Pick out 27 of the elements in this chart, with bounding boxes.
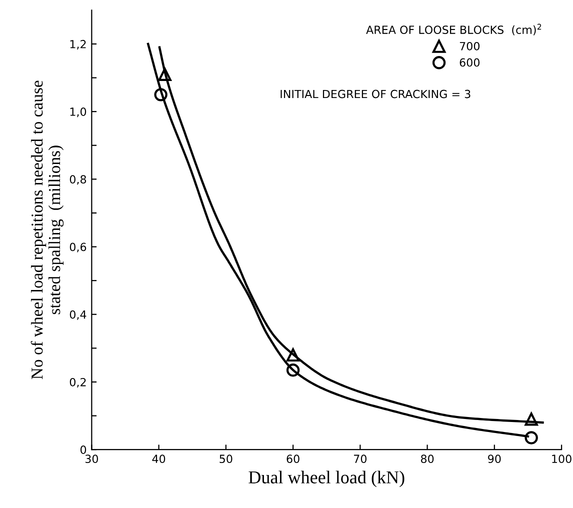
y-tick-label: 0,6 bbox=[70, 242, 86, 252]
point bbox=[524, 431, 538, 444]
point bbox=[158, 68, 172, 81]
y-axis-title: No of wheel load repetitions needed to cause stated spalling (millions) bbox=[30, 80, 64, 380]
x-tick-label: 40 bbox=[152, 454, 166, 464]
point bbox=[154, 88, 168, 102]
annotation: INITIAL DEGREE OF CRACKING = 3 bbox=[280, 90, 470, 98]
legend-title: AREA OF LOOSE BLOCKS (cm)$^{2}$ bbox=[366, 24, 542, 36]
point bbox=[286, 348, 300, 362]
x-tick-label: 80 bbox=[420, 454, 434, 464]
x-tick-label: 70 bbox=[354, 454, 367, 464]
x-tick-label: 60 bbox=[286, 454, 300, 464]
y-tick-label: 0,8 bbox=[70, 175, 86, 185]
x-tick-label: 90 bbox=[488, 454, 501, 464]
point bbox=[286, 364, 300, 377]
y-tick-label: 0,4 bbox=[70, 310, 86, 320]
point bbox=[524, 412, 538, 426]
x-tick-label: 100 bbox=[552, 454, 572, 464]
x-tick-label: 30 bbox=[85, 454, 98, 464]
x-tick-label: 50 bbox=[220, 454, 232, 464]
y-tick-label: 1,0 bbox=[70, 108, 86, 118]
y-tick-label: 0 bbox=[80, 446, 86, 454]
x-axis-title: Dual wheel load (kN) bbox=[248, 470, 404, 488]
legend-label: 600 bbox=[460, 58, 480, 67]
y-tick-label: 1,2 bbox=[70, 40, 86, 50]
y-tick-label: 0,2 bbox=[70, 378, 86, 388]
legend-label: 700 bbox=[460, 42, 480, 50]
